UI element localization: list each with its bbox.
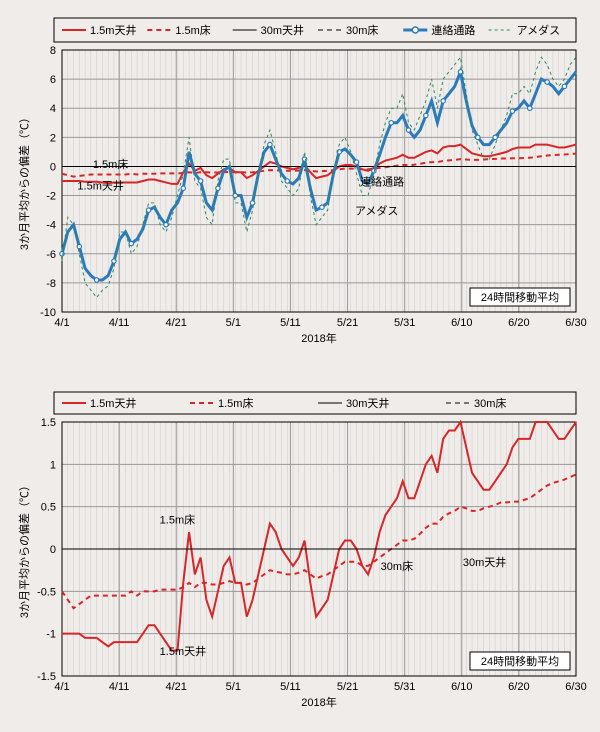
svg-text:4/11: 4/11	[109, 317, 130, 329]
svg-text:連絡通路: 連絡通路	[360, 174, 404, 188]
svg-text:8: 8	[50, 45, 56, 57]
svg-text:30m天井: 30m天井	[261, 23, 304, 37]
svg-text:アメダス: アメダス	[355, 203, 398, 217]
svg-text:5/21: 5/21	[337, 317, 358, 329]
svg-text:1.5m床: 1.5m床	[93, 157, 128, 171]
svg-text:30m床: 30m床	[346, 23, 378, 37]
svg-text:6/30: 6/30	[565, 681, 586, 693]
svg-text:-1.5: -1.5	[37, 671, 56, 683]
svg-text:1.5m天井: 1.5m天井	[90, 396, 136, 410]
svg-text:4/21: 4/21	[166, 681, 187, 693]
svg-text:6/10: 6/10	[451, 317, 472, 329]
svg-text:-6: -6	[46, 249, 56, 261]
svg-text:1: 1	[50, 459, 56, 471]
svg-text:30m床: 30m床	[474, 396, 506, 410]
svg-text:-1: -1	[46, 629, 56, 641]
svg-text:1.5m天井: 1.5m天井	[77, 179, 123, 193]
svg-text:-8: -8	[46, 278, 56, 290]
svg-text:24時間移動平均: 24時間移動平均	[481, 290, 559, 304]
svg-text:0.5: 0.5	[41, 502, 56, 514]
svg-text:5/11: 5/11	[280, 681, 301, 693]
page-container: 1.5m天井1.5m床30m天井30m床連絡通路アメダス4/14/114/215…	[0, 0, 600, 732]
svg-text:6: 6	[50, 74, 56, 86]
svg-text:1.5m天井: 1.5m天井	[160, 644, 206, 658]
svg-text:2018年: 2018年	[301, 331, 336, 345]
svg-text:1.5m床: 1.5m床	[175, 23, 210, 37]
svg-text:-0.5: -0.5	[37, 586, 56, 598]
svg-text:2: 2	[50, 132, 56, 144]
svg-text:3か月平均からの偏差（℃）: 3か月平均からの偏差（℃）	[17, 480, 31, 618]
svg-text:2018年: 2018年	[301, 695, 336, 709]
svg-text:連絡通路: 連絡通路	[431, 23, 475, 37]
svg-text:4/11: 4/11	[109, 681, 130, 693]
svg-text:30m天井: 30m天井	[463, 555, 506, 569]
svg-text:1.5m天井: 1.5m天井	[90, 23, 136, 37]
svg-text:-4: -4	[46, 220, 56, 232]
svg-text:4/21: 4/21	[166, 317, 187, 329]
chart-canvas: 1.5m天井1.5m床30m天井30m床連絡通路アメダス4/14/114/215…	[0, 0, 600, 732]
svg-text:1.5: 1.5	[41, 417, 56, 429]
svg-text:0: 0	[50, 544, 56, 556]
svg-text:3か月平均からの偏差（℃）: 3か月平均からの偏差（℃）	[17, 112, 31, 250]
svg-text:30m天井: 30m天井	[346, 396, 389, 410]
svg-text:5/1: 5/1	[226, 317, 241, 329]
svg-text:1.5m床: 1.5m床	[218, 396, 253, 410]
svg-text:-2: -2	[46, 191, 56, 203]
svg-text:5/31: 5/31	[394, 681, 415, 693]
svg-text:0: 0	[50, 161, 56, 173]
svg-text:6/30: 6/30	[565, 317, 586, 329]
svg-text:4/1: 4/1	[54, 317, 69, 329]
svg-text:24時間移動平均: 24時間移動平均	[481, 654, 559, 668]
svg-text:5/31: 5/31	[394, 317, 415, 329]
svg-text:6/20: 6/20	[508, 681, 529, 693]
svg-text:1.5m床: 1.5m床	[160, 513, 195, 527]
svg-text:-10: -10	[40, 307, 56, 319]
svg-text:5/21: 5/21	[337, 681, 358, 693]
svg-text:4: 4	[50, 103, 56, 115]
svg-text:4/1: 4/1	[54, 681, 69, 693]
svg-text:30m床: 30m床	[381, 559, 413, 573]
svg-text:アメダス: アメダス	[517, 23, 560, 37]
svg-text:5/11: 5/11	[280, 317, 301, 329]
svg-text:5/1: 5/1	[226, 681, 241, 693]
svg-text:6/20: 6/20	[508, 317, 529, 329]
svg-text:6/10: 6/10	[451, 681, 472, 693]
